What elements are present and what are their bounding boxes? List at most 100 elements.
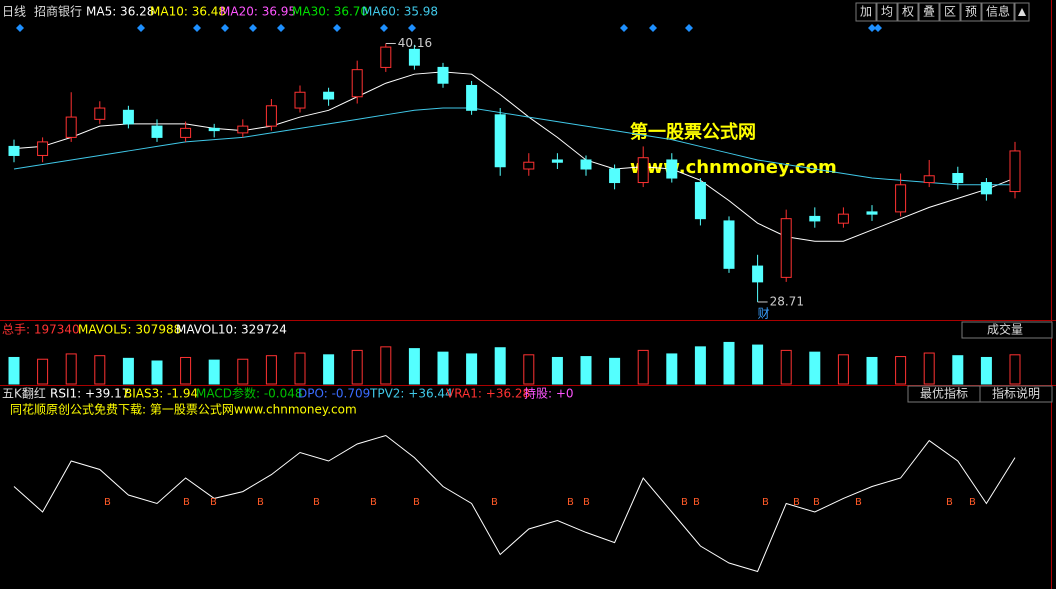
- volume-bar: [809, 351, 821, 385]
- volume-bar: [637, 349, 649, 385]
- ma-label: MA5: 36.28: [86, 5, 154, 19]
- candle-body: [723, 220, 735, 269]
- candle-body: [408, 48, 420, 66]
- toolbar-label[interactable]: 叠: [923, 5, 935, 19]
- volume-button-label[interactable]: 成交量: [987, 322, 1023, 337]
- candle-body: [208, 127, 220, 132]
- indicator-legend: BIAS3: -1.94: [124, 387, 198, 401]
- toolbar-label[interactable]: 加: [860, 5, 872, 19]
- candle-body: [151, 125, 163, 138]
- volume-bar: [151, 360, 163, 385]
- toolbar-button[interactable]: [918, 2, 940, 22]
- candle-body: [694, 182, 706, 220]
- candle-body: [580, 159, 592, 170]
- indicator-legend: VRA1: +36.28: [446, 387, 530, 401]
- volume-bar: [780, 349, 792, 385]
- volume-bar: [65, 353, 77, 385]
- candle-body: [609, 168, 621, 184]
- toolbar-button[interactable]: [939, 2, 961, 22]
- buy-signal: B: [491, 497, 498, 508]
- buy-signal: B: [567, 497, 574, 508]
- indicator-button-label[interactable]: 最优指标: [920, 386, 968, 401]
- candle-body: [980, 182, 992, 195]
- stock-name: 招商银行: [34, 4, 82, 19]
- volume-bar: [466, 353, 478, 385]
- volume-bar: [752, 344, 764, 385]
- candle-body: [294, 91, 306, 109]
- volume-bar: [609, 357, 621, 385]
- candle-body: [637, 157, 649, 184]
- volume-bar: [208, 359, 220, 385]
- volume-bar: [265, 355, 277, 385]
- toolbar-label[interactable]: 权: [902, 5, 914, 19]
- volume-bar: [866, 356, 878, 385]
- toolbar-button[interactable]: [876, 2, 898, 22]
- rsi-line: [13, 434, 1016, 573]
- volume-bar: [37, 358, 49, 385]
- indicator-legend: RSI1: +39.17: [50, 387, 129, 401]
- indicator-legend: MACD参数: -0.048: [196, 386, 303, 401]
- volume-bar: [694, 346, 706, 385]
- buy-signal: B: [257, 497, 264, 508]
- volume-bar: [351, 349, 363, 385]
- volume-button[interactable]: [961, 321, 1053, 339]
- indicator-button-label[interactable]: 指标说明: [992, 386, 1040, 401]
- toolbar-button[interactable]: [897, 2, 919, 22]
- candle-body: [380, 46, 392, 68]
- volume-legend: MAVOL10: 329724: [176, 323, 287, 337]
- buy-signal: B: [104, 497, 111, 508]
- candle-body: [666, 159, 678, 179]
- volume-bar: [523, 354, 535, 385]
- indicator-legend: DPO: -0.709: [298, 387, 370, 401]
- candle-body: [237, 125, 249, 134]
- buy-signal: B: [583, 497, 590, 508]
- buy-signal: B: [813, 497, 820, 508]
- buy-signal: B: [946, 497, 953, 508]
- candle-body: [8, 145, 20, 156]
- candle-body: [37, 141, 49, 156]
- volume-bar: [895, 356, 907, 385]
- scroll-up[interactable]: [1018, 8, 1026, 16]
- volume-bar: [923, 352, 935, 385]
- candle-body: [895, 184, 907, 213]
- volume-bar: [952, 355, 964, 385]
- ma-label: MA60: 35.98: [362, 5, 438, 19]
- volume-bar: [94, 355, 106, 385]
- buy-signal: B: [413, 497, 420, 508]
- period: 日线: [2, 5, 26, 19]
- watermark-title: 第一股票公式网: [630, 121, 756, 143]
- volume-bar: [580, 356, 592, 385]
- volume-bar: [980, 356, 992, 385]
- candle-body: [523, 161, 535, 170]
- candle-body: [351, 69, 363, 98]
- toolbar-label[interactable]: 区: [944, 5, 956, 19]
- buy-signal: B: [183, 497, 190, 508]
- candle-body: [437, 66, 449, 84]
- indicator-legend: 持股: +0: [524, 386, 574, 401]
- toolbar-button[interactable]: [981, 2, 1015, 22]
- buy-signal: B: [210, 497, 217, 508]
- candle-body: [265, 105, 277, 127]
- toolbar-button[interactable]: [855, 2, 877, 22]
- ma-label: MA30: 36.70: [292, 5, 368, 19]
- candle-body: [122, 109, 134, 125]
- candle-body: [466, 84, 478, 111]
- toolbar-label[interactable]: 信息: [986, 4, 1010, 19]
- buy-signal: B: [313, 497, 320, 508]
- volume-bar: [180, 356, 192, 385]
- candle-body: [494, 114, 506, 168]
- indicator-legend: TPV2: +36.44: [369, 387, 453, 401]
- high-label: 40.16: [398, 36, 432, 50]
- toolbar-label[interactable]: 均: [881, 5, 893, 19]
- toolbar-label[interactable]: 预: [965, 5, 977, 19]
- volume-bar: [1009, 354, 1021, 385]
- toolbar-button[interactable]: [960, 2, 982, 22]
- candle-body: [323, 91, 335, 100]
- candle-body: [952, 173, 964, 184]
- volume-bar: [380, 346, 392, 385]
- volume-bar: [8, 356, 20, 385]
- indicator-button[interactable]: [979, 385, 1053, 403]
- candle-body: [837, 213, 849, 224]
- low-label: 28.71: [770, 294, 804, 308]
